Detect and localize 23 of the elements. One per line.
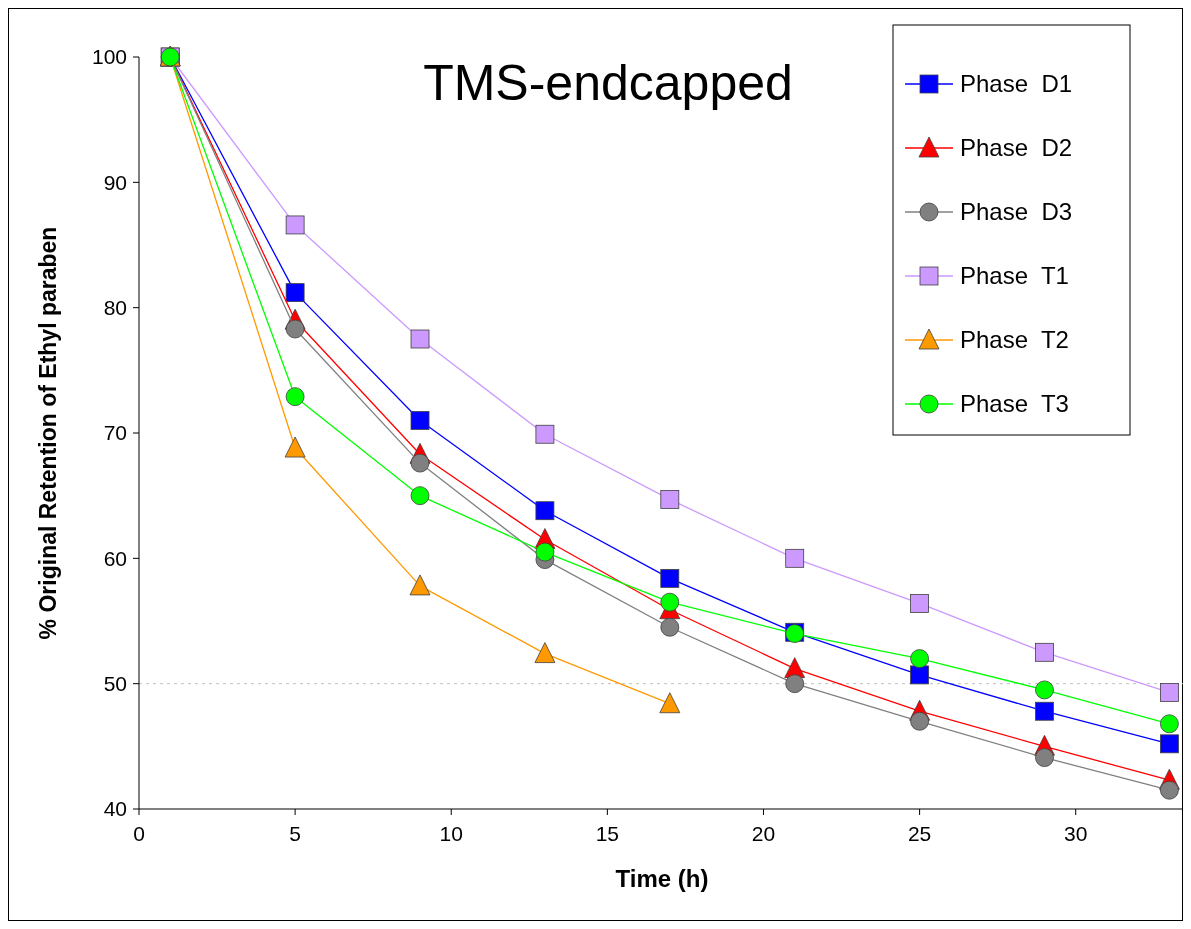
x-tick-label: 0: [133, 822, 145, 845]
y-tick-label: 80: [103, 296, 127, 320]
x-tick-label: 25: [907, 822, 932, 845]
y-tick-label: 60: [103, 546, 127, 570]
y-axis-title: % Original Retention of Ethyl paraben: [35, 226, 61, 640]
legend-label: Phase D2: [960, 134, 1073, 162]
legend-label: Phase T1: [960, 262, 1069, 290]
x-tick-label: 10: [439, 822, 463, 845]
legend-label: Phase D3: [960, 198, 1073, 226]
y-tick-label: 70: [103, 421, 127, 445]
y-tick-label: 90: [103, 170, 127, 194]
chart-title: TMS-endcapped: [423, 55, 793, 111]
y-tick-label: 50: [103, 672, 127, 696]
x-tick-label: 30: [1064, 822, 1088, 845]
legend-label: Phase D1: [960, 70, 1073, 98]
y-tick-label: 100: [91, 45, 127, 69]
legend-label: Phase T3: [960, 390, 1069, 418]
x-tick-label: 15: [595, 822, 620, 845]
x-tick-label: 20: [751, 822, 776, 845]
x-tick-label: 5: [289, 822, 301, 845]
y-tick-label: 40: [103, 797, 127, 821]
x-axis-title: Time (h): [615, 865, 709, 892]
legend-label: Phase T2: [960, 326, 1069, 354]
